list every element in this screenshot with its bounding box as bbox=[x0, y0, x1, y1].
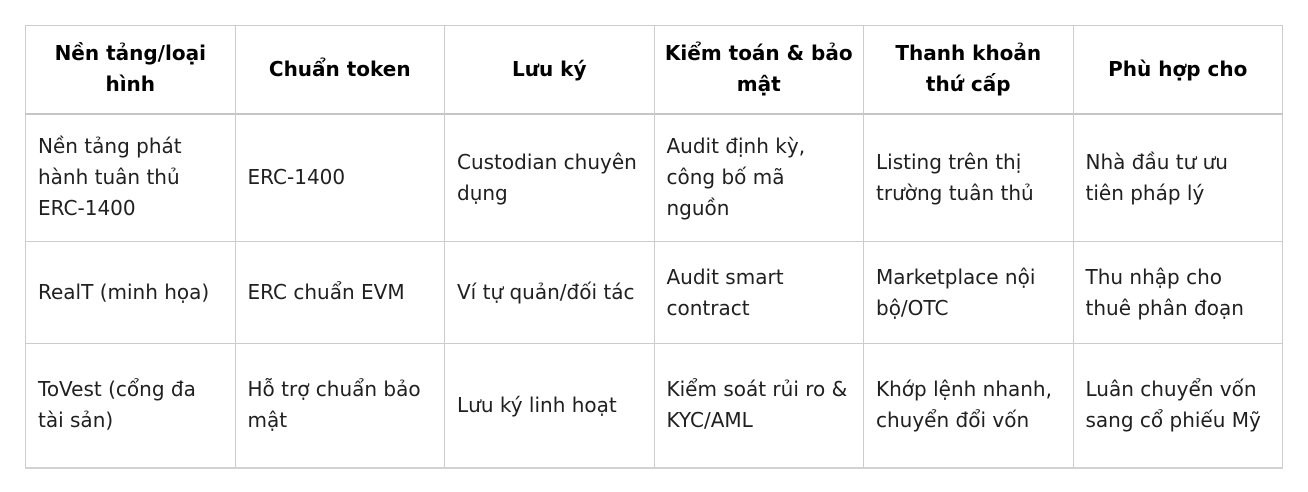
table-cell: Thu nhập cho thuê phân đoạn bbox=[1072, 241, 1283, 344]
table-row: ToVest (cổng đa tài sản) Hỗ trợ chuẩn bả… bbox=[25, 343, 1283, 469]
table-cell: Nhà đầu tư ưu tiên pháp lý bbox=[1072, 113, 1283, 242]
comparison-table-container: Nền tảng/loại hình Chuẩn token Lưu ký Ki… bbox=[25, 25, 1283, 469]
table-cell: Audit định kỳ, công bố mã nguồn bbox=[653, 113, 864, 242]
column-header-suitable-for: Phù hợp cho bbox=[1072, 25, 1283, 115]
column-header-custody: Lưu ký bbox=[444, 25, 655, 115]
table-header: Nền tảng/loại hình Chuẩn token Lưu ký Ki… bbox=[25, 25, 1283, 115]
header-row: Nền tảng/loại hình Chuẩn token Lưu ký Ki… bbox=[25, 25, 1283, 115]
table-cell: Nền tảng phát hành tuân thủ ERC-1400 bbox=[25, 113, 236, 242]
column-header-secondary-liquidity: Thanh khoản thứ cấp bbox=[863, 25, 1074, 115]
table-row: RealT (minh họa) ERC chuẩn EVM Ví tự quả… bbox=[25, 241, 1283, 344]
table-cell: Khớp lệnh nhanh, chuyển đổi vốn bbox=[863, 343, 1074, 469]
table-cell: Custodian chuyên dụng bbox=[444, 113, 655, 242]
column-header-token-standard: Chuẩn token bbox=[234, 25, 445, 115]
column-header-platform: Nền tảng/loại hình bbox=[25, 25, 236, 115]
table-cell: ToVest (cổng đa tài sản) bbox=[25, 343, 236, 469]
table-cell: Hỗ trợ chuẩn bảo mật bbox=[234, 343, 445, 469]
table-body: Nền tảng phát hành tuân thủ ERC-1400 ERC… bbox=[25, 113, 1283, 469]
column-header-audit-security: Kiểm toán & bảo mật bbox=[653, 25, 864, 115]
table-cell: Lưu ký linh hoạt bbox=[444, 343, 655, 469]
table-cell: ERC-1400 bbox=[234, 113, 445, 242]
table-cell: ERC chuẩn EVM bbox=[234, 241, 445, 344]
table-cell: RealT (minh họa) bbox=[25, 241, 236, 344]
table-cell: Luân chuyển vốn sang cổ phiếu Mỹ bbox=[1072, 343, 1283, 469]
table-row: Nền tảng phát hành tuân thủ ERC-1400 ERC… bbox=[25, 113, 1283, 242]
table-cell: Audit smart contract bbox=[653, 241, 864, 344]
platform-comparison-table: Nền tảng/loại hình Chuẩn token Lưu ký Ki… bbox=[25, 25, 1283, 469]
table-cell: Kiểm soát rủi ro & KYC/AML bbox=[653, 343, 864, 469]
table-cell: Marketplace nội bộ/OTC bbox=[863, 241, 1074, 344]
table-cell: Listing trên thị trường tuân thủ bbox=[863, 113, 1074, 242]
table-cell: Ví tự quản/đối tác bbox=[444, 241, 655, 344]
